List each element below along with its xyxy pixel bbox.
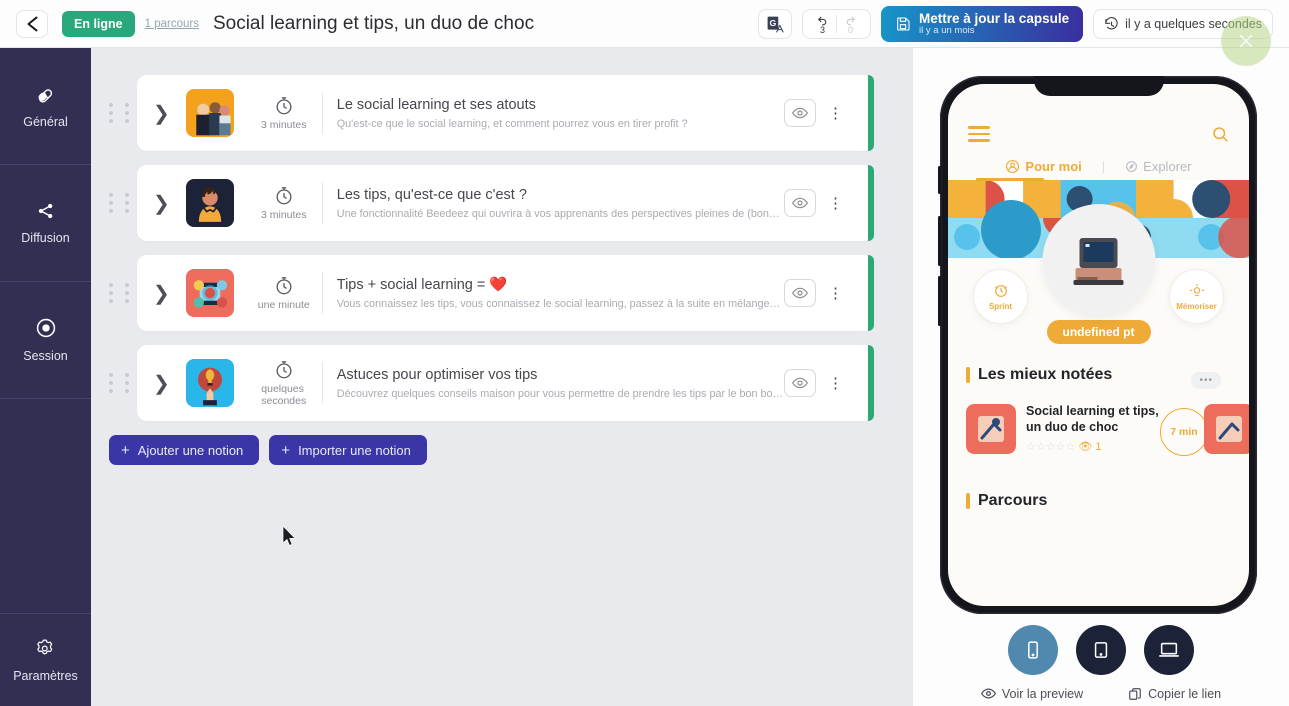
svg-text:G: G [769, 18, 776, 28]
